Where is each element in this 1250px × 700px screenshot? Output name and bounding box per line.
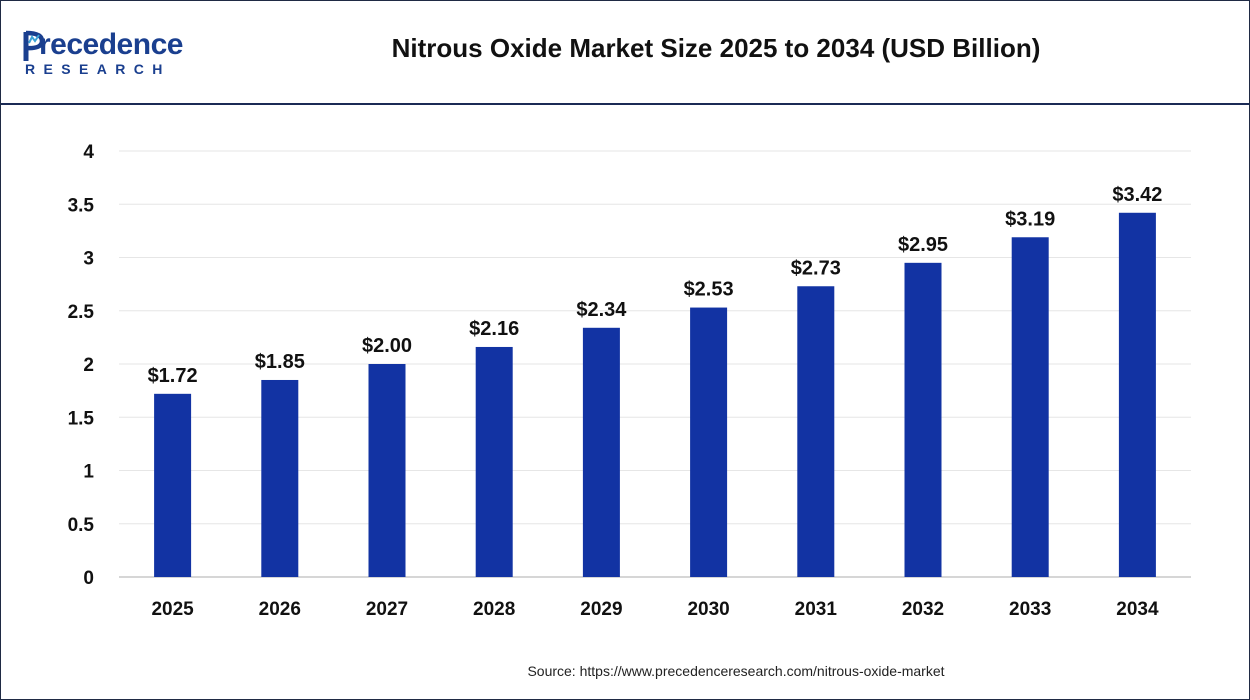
y-tick-label: 2	[83, 355, 94, 376]
x-tick-label: 2033	[1009, 599, 1051, 620]
data-label: $2.00	[362, 335, 412, 357]
data-label: $3.42	[1112, 184, 1162, 206]
x-tick-label: 2026	[259, 599, 301, 620]
bar	[690, 307, 728, 577]
x-tick-label: 2029	[580, 599, 622, 620]
bar	[797, 286, 835, 577]
x-tick-label: 2027	[366, 599, 408, 620]
y-tick-label: 4	[83, 142, 94, 163]
bar	[904, 262, 942, 577]
bar	[475, 346, 513, 577]
data-label: $2.34	[576, 299, 627, 321]
data-label: $1.85	[255, 351, 305, 373]
bar	[1011, 237, 1049, 577]
bar	[261, 379, 299, 577]
data-label: $3.19	[1005, 208, 1055, 230]
x-tick-label: 2028	[473, 599, 515, 620]
y-tick-label: 1.5	[68, 408, 95, 429]
y-tick-label: 3.5	[68, 195, 95, 216]
x-tick-label: 2031	[795, 599, 838, 620]
chart-title: Nitrous Oxide Market Size 2025 to 2034 (…	[391, 33, 1041, 63]
y-tick-label: 2.5	[68, 302, 95, 323]
source-note: Source: https://www.precedenceresearch.c…	[527, 663, 945, 679]
data-label: $1.72	[148, 365, 198, 387]
x-tick-label: 2034	[1116, 599, 1159, 620]
y-tick-label: 3	[83, 249, 94, 270]
bar	[582, 327, 620, 577]
bar	[1118, 212, 1156, 577]
y-tick-label: 0	[83, 568, 94, 589]
header-bar: recedence RESEARCH Nitrous Oxide Market …	[1, 1, 1249, 105]
x-tick-label: 2032	[902, 599, 944, 620]
brand-subtitle: RESEARCH	[25, 61, 171, 77]
data-label: $2.53	[684, 279, 734, 301]
bar	[154, 393, 192, 577]
bar	[368, 364, 406, 577]
data-label: $2.73	[791, 257, 841, 279]
bar-chart: 0 0.5 1 1.5 2 2.5 3 3.5 4 $1.72 2025 $1.85 2026 $2.00…	[68, 142, 1191, 620]
x-tick-label: 2025	[151, 599, 194, 620]
x-tick-label: 2030	[687, 599, 729, 620]
brand-logo: recedence RESEARCH	[23, 27, 213, 79]
brand-p-icon	[23, 30, 45, 61]
data-label: $2.95	[898, 234, 948, 256]
y-tick-label: 0.5	[68, 515, 95, 536]
brand-name: recedence	[39, 28, 183, 61]
data-label: $2.16	[469, 318, 519, 340]
y-tick-label: 1	[83, 462, 94, 483]
